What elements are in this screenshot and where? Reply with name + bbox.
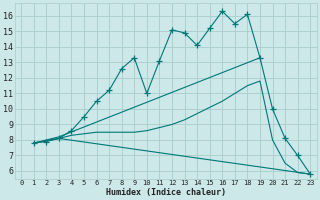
X-axis label: Humidex (Indice chaleur): Humidex (Indice chaleur) — [106, 188, 226, 197]
